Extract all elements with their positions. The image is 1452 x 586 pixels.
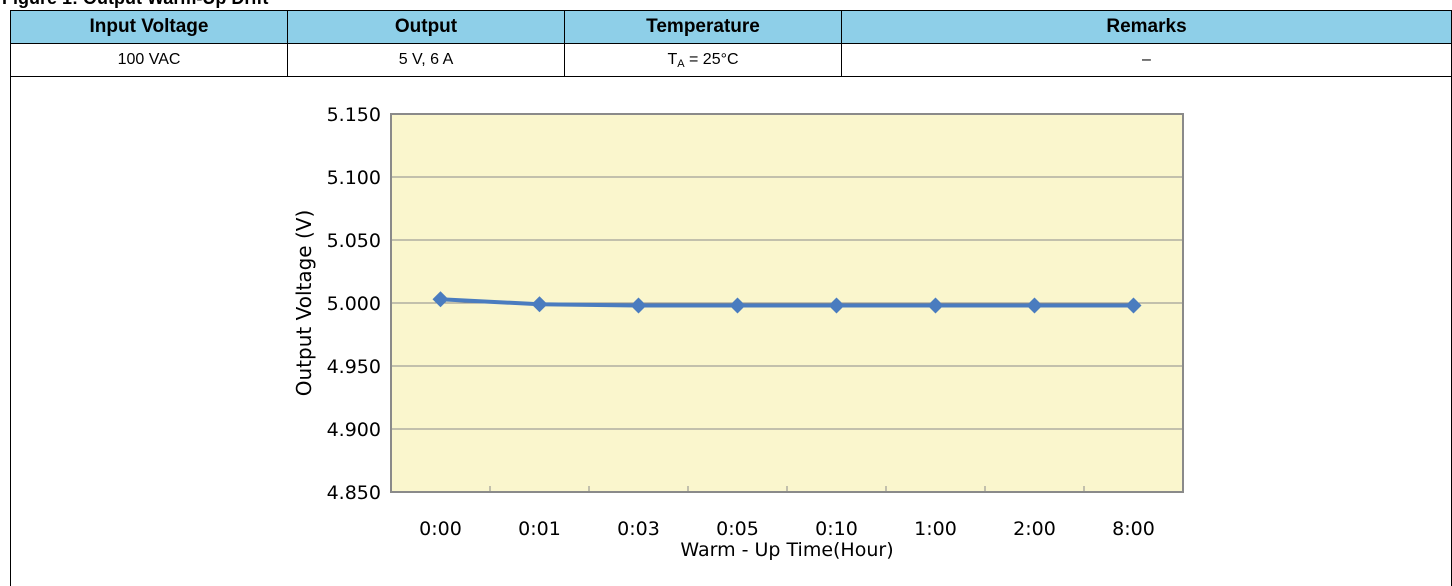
temperature-value: = 25°C (684, 50, 739, 68)
x-tick-label: 0:01 (518, 518, 561, 540)
warmup-drift-chart: 4.850 4.900 4.950 5.000 5.050 5.100 5.150 0:00… (292, 104, 1184, 561)
y-axis-label: Output Voltage (V) (292, 210, 316, 397)
data-point-marker (828, 297, 845, 314)
x-tick-label: 2:00 (1013, 518, 1056, 540)
cell-temperature: TA = 25°C (564, 43, 842, 77)
data-point-marker (432, 291, 449, 308)
y-tick-label: 5.100 (327, 167, 381, 189)
cell-output: 5 V, 6 A (287, 43, 565, 77)
y-tick-label: 4.950 (327, 356, 381, 378)
y-tick-label: 4.900 (327, 419, 381, 441)
spec-table: Input Voltage Output Temperature Remarks… (10, 10, 1452, 77)
x-tick-label: 0:03 (617, 518, 660, 540)
x-tick-label: 0:05 (716, 518, 759, 540)
y-tick-label: 4.850 (327, 482, 381, 504)
series-line (440, 297, 1134, 308)
temperature-symbol: T (667, 50, 678, 68)
x-tick-label: 1:00 (914, 518, 957, 540)
temperature-subscript: A (677, 57, 685, 70)
data-point-marker (630, 297, 647, 314)
header-temperature: Temperature (564, 10, 842, 44)
data-point-marker (1125, 297, 1142, 314)
x-tick-label: 8:00 (1112, 518, 1155, 540)
plot-frame (390, 113, 1184, 493)
spec-table-header-row: Input Voltage Output Temperature Remarks (10, 10, 1452, 44)
cell-input-voltage: 100 VAC (10, 43, 288, 77)
y-tick-label: 5.000 (327, 293, 381, 315)
header-input-voltage: Input Voltage (10, 10, 288, 44)
chart-container: 4.850 4.900 4.950 5.000 5.050 5.100 5.150 0:00… (10, 76, 1452, 586)
header-output: Output (287, 10, 565, 44)
cell-remarks: – (841, 43, 1452, 77)
data-point-marker (531, 296, 548, 313)
y-tick-label: 5.150 (327, 104, 381, 126)
table-row: 100 VAC 5 V, 6 A TA = 25°C – (10, 43, 1452, 77)
x-axis-label: Warm - Up Time(Hour) (680, 539, 893, 561)
page-heading: Figure 1: Output Warm-Up Drift (0, 0, 1452, 8)
data-point-marker (1026, 297, 1043, 314)
data-point-marker (927, 297, 944, 314)
x-tick-label: 0:10 (815, 518, 858, 540)
x-tick-label: 0:00 (419, 518, 462, 540)
header-remarks: Remarks (841, 10, 1452, 44)
data-point-marker (729, 297, 746, 314)
y-tick-label: 5.050 (327, 230, 381, 252)
